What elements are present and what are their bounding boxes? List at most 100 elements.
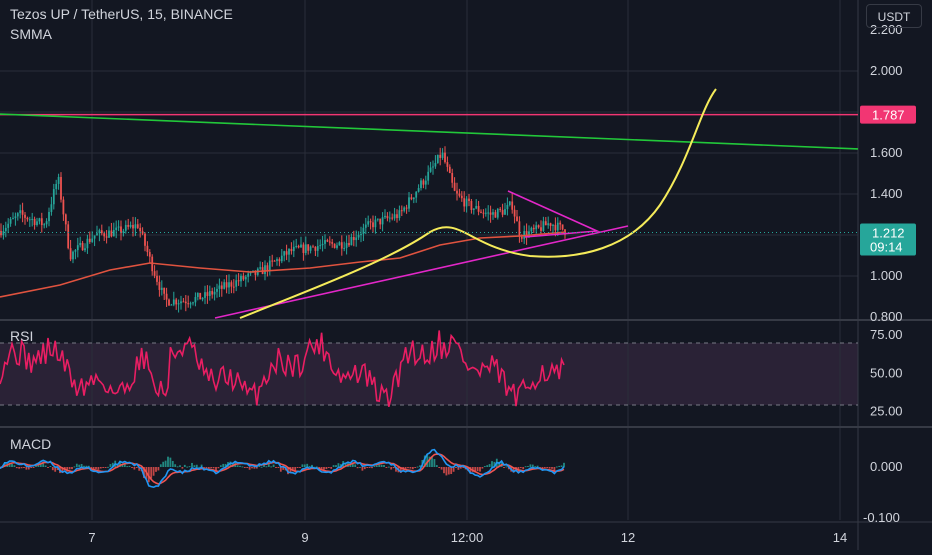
macd-histogram-bar <box>3 462 6 467</box>
currency-button[interactable]: USDT <box>866 4 922 28</box>
candle-body <box>468 198 470 201</box>
macd-histogram-bar <box>186 466 189 468</box>
candle-body <box>386 215 389 219</box>
macd-histogram-bar <box>171 460 174 467</box>
rsi-line <box>0 330 565 407</box>
macd-histogram-bar <box>25 467 28 470</box>
candle-body <box>520 236 523 239</box>
macd-histogram-bar <box>481 467 484 469</box>
macd-histogram-bar <box>30 467 33 468</box>
candle-body <box>283 251 286 256</box>
macd-histogram-bar <box>272 464 275 467</box>
macd-histogram-bar <box>395 467 397 472</box>
candle-body <box>33 218 36 226</box>
macd-histogram-bar <box>277 467 280 468</box>
candle-body <box>254 270 257 275</box>
candle-body <box>96 233 98 236</box>
macd-histogram-bar <box>152 467 155 476</box>
candle-body <box>91 238 94 242</box>
candle-body <box>309 246 312 251</box>
candle-body <box>60 176 62 200</box>
macd-histogram-bar <box>486 465 489 467</box>
candle-body <box>259 267 262 269</box>
candle-body <box>403 207 406 211</box>
macd-histogram-bar <box>251 467 253 469</box>
magenta-triangle <box>507 190 601 238</box>
candle-body <box>439 154 442 158</box>
macd-histogram-bar <box>524 466 527 468</box>
macd-histogram-bar <box>131 467 133 468</box>
macd-tick-label: 0.000 <box>870 459 903 474</box>
macd-histogram-bar <box>32 467 35 468</box>
candle-body <box>192 302 194 304</box>
macd-histogram-bar <box>371 467 373 469</box>
macd-histogram-bar <box>301 464 304 467</box>
macd-histogram-bar <box>27 467 30 470</box>
time-tick-label: 12 <box>621 530 635 545</box>
candle-body <box>201 297 204 300</box>
candle-body <box>319 245 322 247</box>
candle-body <box>542 221 545 231</box>
macd-histogram-bar <box>315 466 318 468</box>
macd-histogram-bar <box>195 464 198 467</box>
macd-title[interactable]: MACD <box>10 436 52 452</box>
macd-histogram-bar <box>243 467 246 468</box>
candle-body <box>508 201 511 205</box>
candle-body <box>218 285 221 289</box>
macd-histogram-bar <box>531 464 534 467</box>
candle-body <box>384 215 386 218</box>
candle-body <box>199 292 202 300</box>
candle-body <box>343 247 346 249</box>
macd-histogram-bar <box>275 467 277 468</box>
candle-body <box>400 210 403 212</box>
macd-histogram-bar <box>296 467 299 468</box>
macd-histogram-bar <box>438 467 441 468</box>
candle-body <box>204 292 206 298</box>
candle-body <box>540 227 542 231</box>
macd-histogram-bar <box>335 465 337 467</box>
candle-body <box>333 243 336 248</box>
macd-histogram-bar <box>174 464 177 467</box>
rsi-title[interactable]: RSI <box>10 328 34 344</box>
candle-body <box>496 208 499 218</box>
candle-body <box>120 226 122 234</box>
rsi-tick-label: 50.00 <box>870 365 903 380</box>
candle-body <box>266 265 269 271</box>
macd-histogram-bar <box>241 466 244 468</box>
macd-histogram-bar <box>337 463 340 467</box>
candle-body <box>81 242 84 251</box>
macd-histogram-bar <box>323 467 325 470</box>
candle-body <box>2 231 5 236</box>
candle-body <box>379 218 382 225</box>
candle-body <box>108 230 110 238</box>
candle-body <box>484 212 487 214</box>
macd-histogram-bar <box>560 465 563 467</box>
candle-body <box>69 248 72 260</box>
candle-body <box>36 221 38 226</box>
macd-histogram-bar <box>479 467 481 472</box>
candle-body <box>187 303 190 305</box>
candle-body <box>26 217 29 220</box>
candle-body <box>396 214 398 219</box>
candle-body <box>67 224 70 249</box>
macd-histogram-bar <box>491 461 493 467</box>
indicator-smma-label[interactable]: SMMA <box>10 26 52 42</box>
macd-histogram-bar <box>229 461 232 467</box>
candle-body <box>528 231 530 237</box>
macd-histogram-bar <box>123 463 126 467</box>
candle-body <box>415 191 418 198</box>
candle-body <box>472 208 475 210</box>
candle-body <box>559 222 562 225</box>
candle-body <box>24 214 26 218</box>
candle-body <box>504 209 506 215</box>
macd-histogram-bar <box>164 460 167 467</box>
candle-body <box>532 227 535 230</box>
macd-histogram-bar <box>39 463 42 467</box>
price-tick-label: 1.600 <box>870 145 903 160</box>
macd-histogram-bar <box>71 467 73 470</box>
macd-histogram-bar <box>378 464 381 467</box>
candle-body <box>398 210 401 219</box>
candle-body <box>360 233 362 236</box>
